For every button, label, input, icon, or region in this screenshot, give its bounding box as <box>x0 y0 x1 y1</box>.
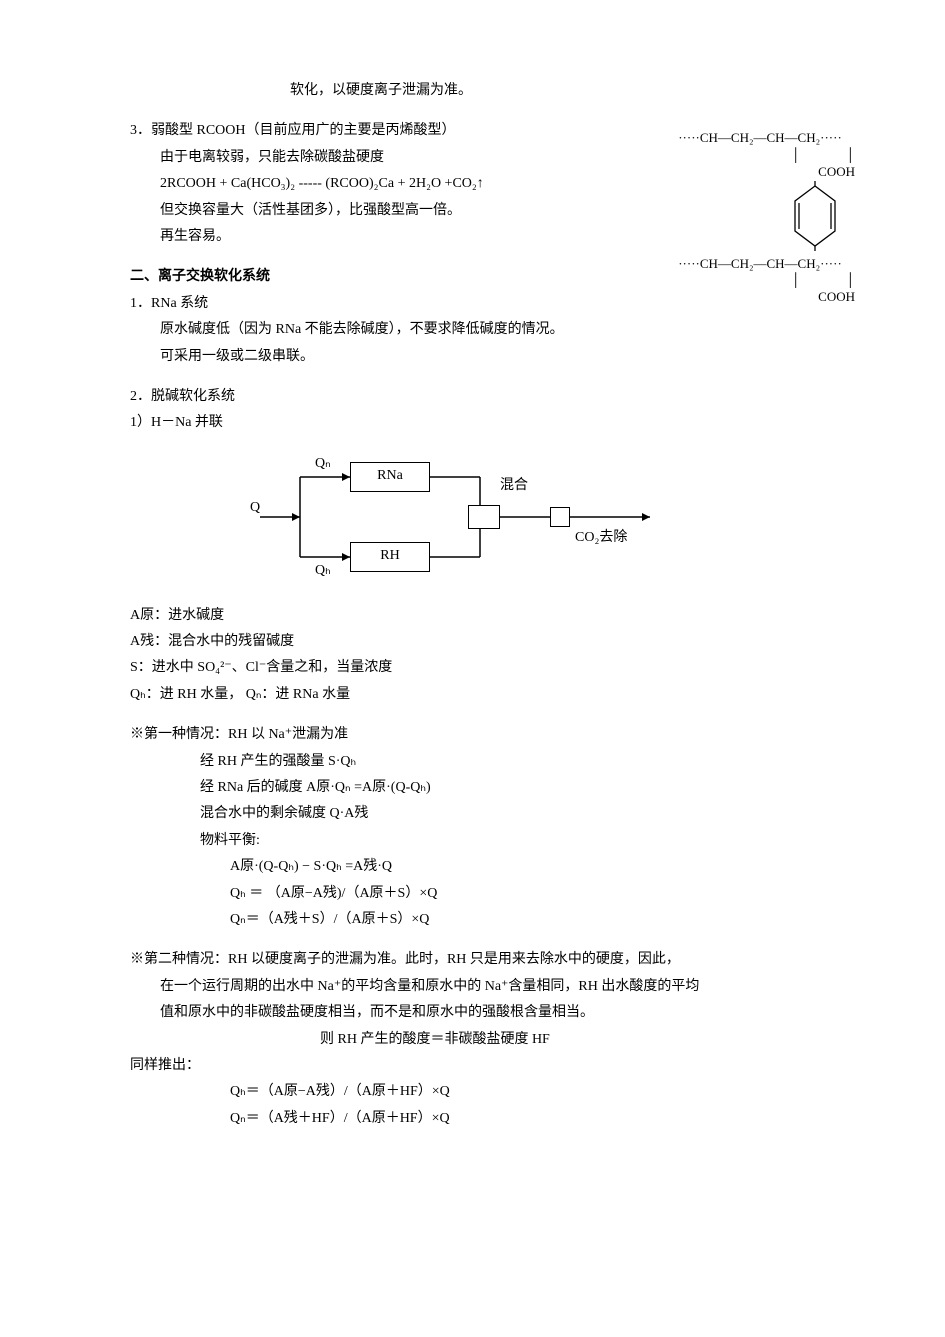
box-rh: RH <box>350 542 430 572</box>
lbl-co2: CO₂去除 <box>575 527 627 549</box>
case1-eq2: Qₕ ＝ （A原−A残)/（A原＋S）×Q <box>130 883 825 905</box>
lbl-q: Q <box>250 497 260 519</box>
chem-structure: ·····CH—CH₂—CH—CH₂····· │ │COOH ·····CH—… <box>635 130 885 306</box>
rna-l2: 可采用一级或二级串联。 <box>130 346 825 368</box>
case2-p5: 同样推出： <box>130 1055 825 1077</box>
box-mixer <box>468 505 500 529</box>
case1-eq3: Qₙ＝（A残＋S）/（A原＋S）×Q <box>130 909 825 931</box>
def-l2: A残：混合水中的残留碱度 <box>130 631 825 653</box>
case2-p3: 值和原水中的非碳酸盐硬度相当，而不是和原水中的强酸根含量相当。 <box>130 1002 825 1024</box>
flow-diagram: Q Qₙ Qₕ RNa RH 混合 CO₂去除 <box>250 447 670 587</box>
chem-row1: ·····CH—CH₂—CH—CH₂····· <box>635 130 885 147</box>
lbl-mix: 混合 <box>500 475 528 497</box>
chem-row2: │ │COOH <box>635 147 885 181</box>
case1-title: ※第一种情况：RH 以 Na⁺泄漏为准 <box>130 724 825 746</box>
box-degas <box>550 507 570 527</box>
lbl-qn: Qₙ <box>315 453 331 475</box>
dealk-title: 2．脱碱软化系统 <box>130 386 825 408</box>
case1-l2: 经 RNa 后的碱度 A原·Qₙ =A原·(Q-Qₕ) <box>130 777 825 799</box>
dealk-sub: 1）H－Na 并联 <box>130 412 825 434</box>
def-l4: Qₕ：进 RH 水量， Qₙ：进 RNa 水量 <box>130 684 825 706</box>
box-rna: RNa <box>350 462 430 492</box>
def-l1: A原：进水碱度 <box>130 605 825 627</box>
chem-row3: ·····CH—CH₂—CH—CH₂····· <box>635 256 885 273</box>
page: 软化，以硬度离子泄漏为准。 ·····CH—CH₂—CH—CH₂····· │ … <box>0 0 945 1337</box>
case2-p4: 则 RH 产生的酸度＝非碳酸盐硬度 HF <box>130 1029 825 1051</box>
case2-p1: ※第二种情况：RH 以硬度离子的泄漏为准。此时，RH 只是用来去除水中的硬度，因… <box>130 949 825 971</box>
top-continuation: 软化，以硬度离子泄漏为准。 <box>130 80 825 102</box>
case1-l3: 混合水中的剩余碱度 Q·A残 <box>130 803 825 825</box>
rna-l1: 原水碱度低（因为 RNa 不能去除碱度），不要求降低碱度的情况。 <box>130 319 825 341</box>
case1-l4: 物料平衡: <box>130 830 825 852</box>
def-l3: S：进水中 SO₄²⁻、Cl⁻含量之和，当量浓度 <box>130 657 825 679</box>
case2-eq1: Qₕ＝（A原−A残）/（A原＋HF）×Q <box>130 1081 825 1103</box>
case1-eq1: A原·(Q-Qₕ) − S·Qₕ =A残·Q <box>130 856 825 878</box>
case1-l1: 经 RH 产生的强酸量 S·Qₕ <box>130 751 825 773</box>
chem-row4: │ │COOH <box>635 272 885 306</box>
lbl-qh: Qₕ <box>315 560 331 582</box>
case2-p2: 在一个运行周期的出水中 Na⁺的平均含量和原水中的 Na⁺含量相同，RH 出水酸… <box>130 976 825 998</box>
case2-eq2: Qₙ＝（A残＋HF）/（A原＋HF）×Q <box>130 1108 825 1130</box>
